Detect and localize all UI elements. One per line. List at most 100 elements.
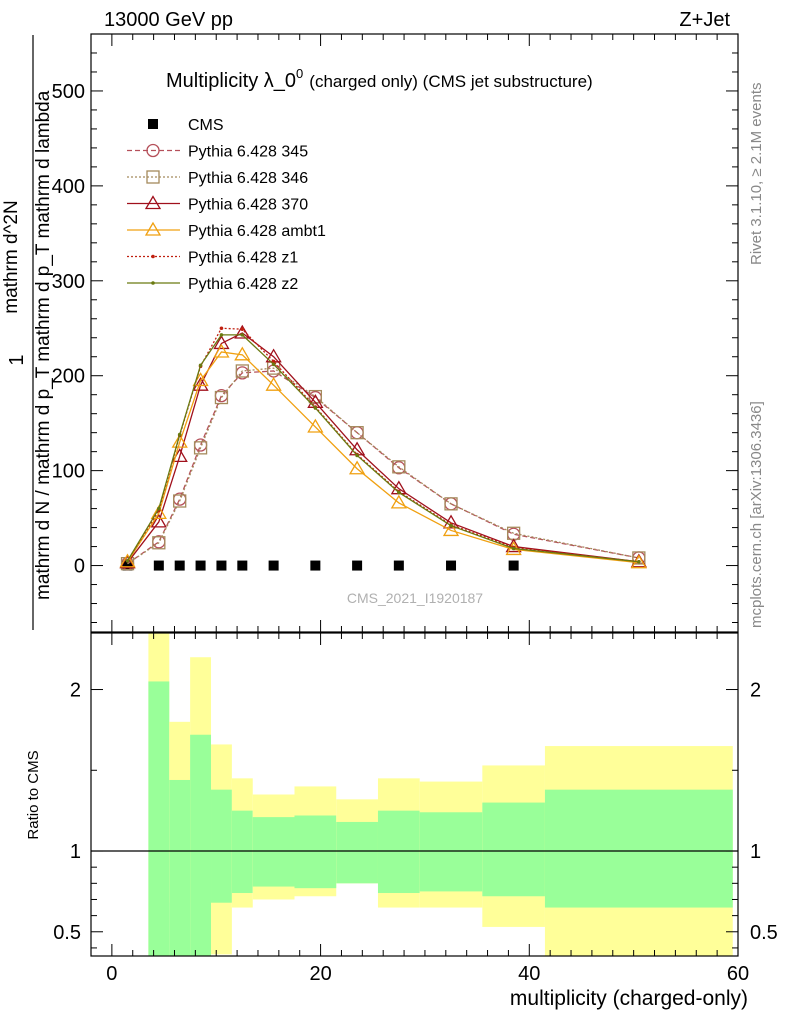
series-pythia-6-428-370: [119, 324, 647, 569]
ratio-band-inner: [190, 734, 212, 956]
data-point: [125, 559, 130, 563]
ratio-band-inner: [252, 817, 295, 887]
data-point: [237, 560, 248, 571]
ratio-plot: 0.5 0.51 12 20 20 40 60 Ratio to CMS multiplic…: [25, 632, 778, 1010]
data-point: [449, 523, 453, 528]
data-point: [119, 553, 136, 568]
rivet-version-label: Rivet 3.1.10, ≥ 2.1M events: [748, 83, 765, 266]
ratio-band-inner: [169, 779, 191, 956]
data-point: [240, 333, 245, 337]
data-point: [444, 497, 458, 511]
main-plot-ticks: 0 100 200 300 400 500: [52, 33, 739, 632]
ratio-plot-frame: [90, 632, 739, 957]
data-point: [174, 560, 185, 571]
data-point: [352, 560, 363, 571]
ratio-band-inner: [336, 821, 378, 884]
ratio-band-inner: [211, 789, 232, 903]
legend-label: Pythia 6.428 346: [188, 170, 308, 187]
header-left-label: 13000 GeV pp: [104, 9, 233, 31]
data-point: [192, 376, 209, 391]
data-point: [216, 560, 227, 571]
ratio-y-tick-label-right: 0.5: [750, 922, 778, 944]
data-point: [350, 426, 364, 440]
data-point: [122, 560, 133, 571]
ratio-bands: [91, 633, 738, 956]
legend: CMS Pythia 6.428 345 Pythia 6.428 346 Pythi…: [127, 117, 326, 293]
data-point: [355, 453, 359, 458]
ratio-band-inner: [231, 810, 253, 894]
series-pythia-6-428-z2: [125, 333, 641, 564]
series-line: [126, 334, 639, 563]
ratio-band-inner: [294, 815, 337, 889]
data-point: [177, 432, 182, 437]
data-point: [219, 326, 224, 331]
data-point: [271, 362, 276, 367]
data-point: [637, 559, 641, 564]
series-line: [126, 327, 639, 563]
series-pythia-6-428-ambt1: [119, 343, 647, 569]
mcplots-credit-label: mcplots.cern.ch [arXiv:1306.3436]: [748, 401, 765, 628]
series-pythia-6-428-345: [120, 364, 646, 571]
x-tick-label: 40: [518, 963, 540, 985]
data-point: [511, 546, 516, 551]
legend-label: Pythia 6.428 z1: [188, 250, 298, 267]
data-point: [393, 560, 404, 571]
data-point: [240, 327, 245, 332]
series-cms: [122, 560, 519, 571]
x-tick-label: 60: [727, 963, 749, 985]
data-point: [508, 560, 519, 571]
ratio-y-axis-label: Ratio to CMS: [25, 750, 42, 839]
y-tick-label: 0: [74, 556, 85, 578]
y-label-denominator: mathrm d N / mathrm d p_T mathrm d p_T m…: [33, 90, 54, 600]
data-point: [234, 346, 251, 361]
data-point: [392, 460, 406, 474]
analysis-watermark: CMS_2021_I1920187: [347, 590, 483, 606]
main-plot-frame: [90, 33, 739, 633]
data-point: [310, 560, 321, 571]
legend-label: Pythia 6.428 z2: [188, 276, 298, 293]
data-point: [213, 335, 230, 350]
data-point: [268, 560, 279, 571]
y-label-main: mathrm d^2N: [1, 200, 22, 313]
header-right-label: Z+Jet: [679, 9, 730, 31]
data-point: [219, 333, 224, 337]
data-point: [307, 418, 324, 433]
data-point: [144, 195, 162, 210]
data-point: [153, 560, 164, 571]
main-y-axis-label: 1 mathrm d N / mathrm d p_T mathrm d p_T…: [1, 35, 54, 630]
series-line: [127, 332, 639, 564]
legend-label: CMS: [188, 117, 224, 134]
series-pythia-6-428-346: [120, 361, 646, 571]
data-point: [214, 390, 229, 405]
data-point: [150, 505, 167, 519]
ratio-band-inner: [544, 789, 733, 908]
data-point: [144, 221, 162, 236]
plot-title-suffix: (charged only) (CMS jet substructure): [309, 72, 592, 91]
data-point: [313, 406, 318, 410]
main-plot-series: [119, 324, 647, 571]
x-tick-label: 0: [106, 963, 117, 985]
data-point: [442, 522, 460, 537]
plot-title-main: Multiplicity λ_0: [166, 70, 296, 92]
ratio-y-tick-label-right: 2: [750, 680, 761, 702]
legend-label: Pythia 6.428 370: [188, 197, 308, 214]
data-point: [235, 364, 249, 378]
data-point: [146, 170, 160, 184]
series-line: [127, 370, 639, 565]
data-point: [446, 560, 457, 571]
data-point: [632, 551, 646, 565]
data-point: [192, 372, 209, 387]
legend-label: Pythia 6.428 ambt1: [188, 223, 326, 240]
data-point: [193, 441, 208, 455]
y-tick-label: 100: [52, 461, 85, 483]
data-point: [271, 359, 276, 364]
data-point: [390, 494, 407, 509]
ratio-band-inner: [419, 812, 483, 892]
data-point: [148, 119, 158, 129]
y-label-numerator: 1: [6, 354, 28, 365]
ratio-band-inner: [377, 810, 420, 894]
y-tick-label: 400: [52, 176, 85, 198]
data-point: [150, 513, 167, 528]
ratio-band-inner: [482, 802, 545, 897]
main-plot: 0 100 200 300 400 500 CMS Pythia 6.428 345 Pyth…: [52, 33, 739, 633]
